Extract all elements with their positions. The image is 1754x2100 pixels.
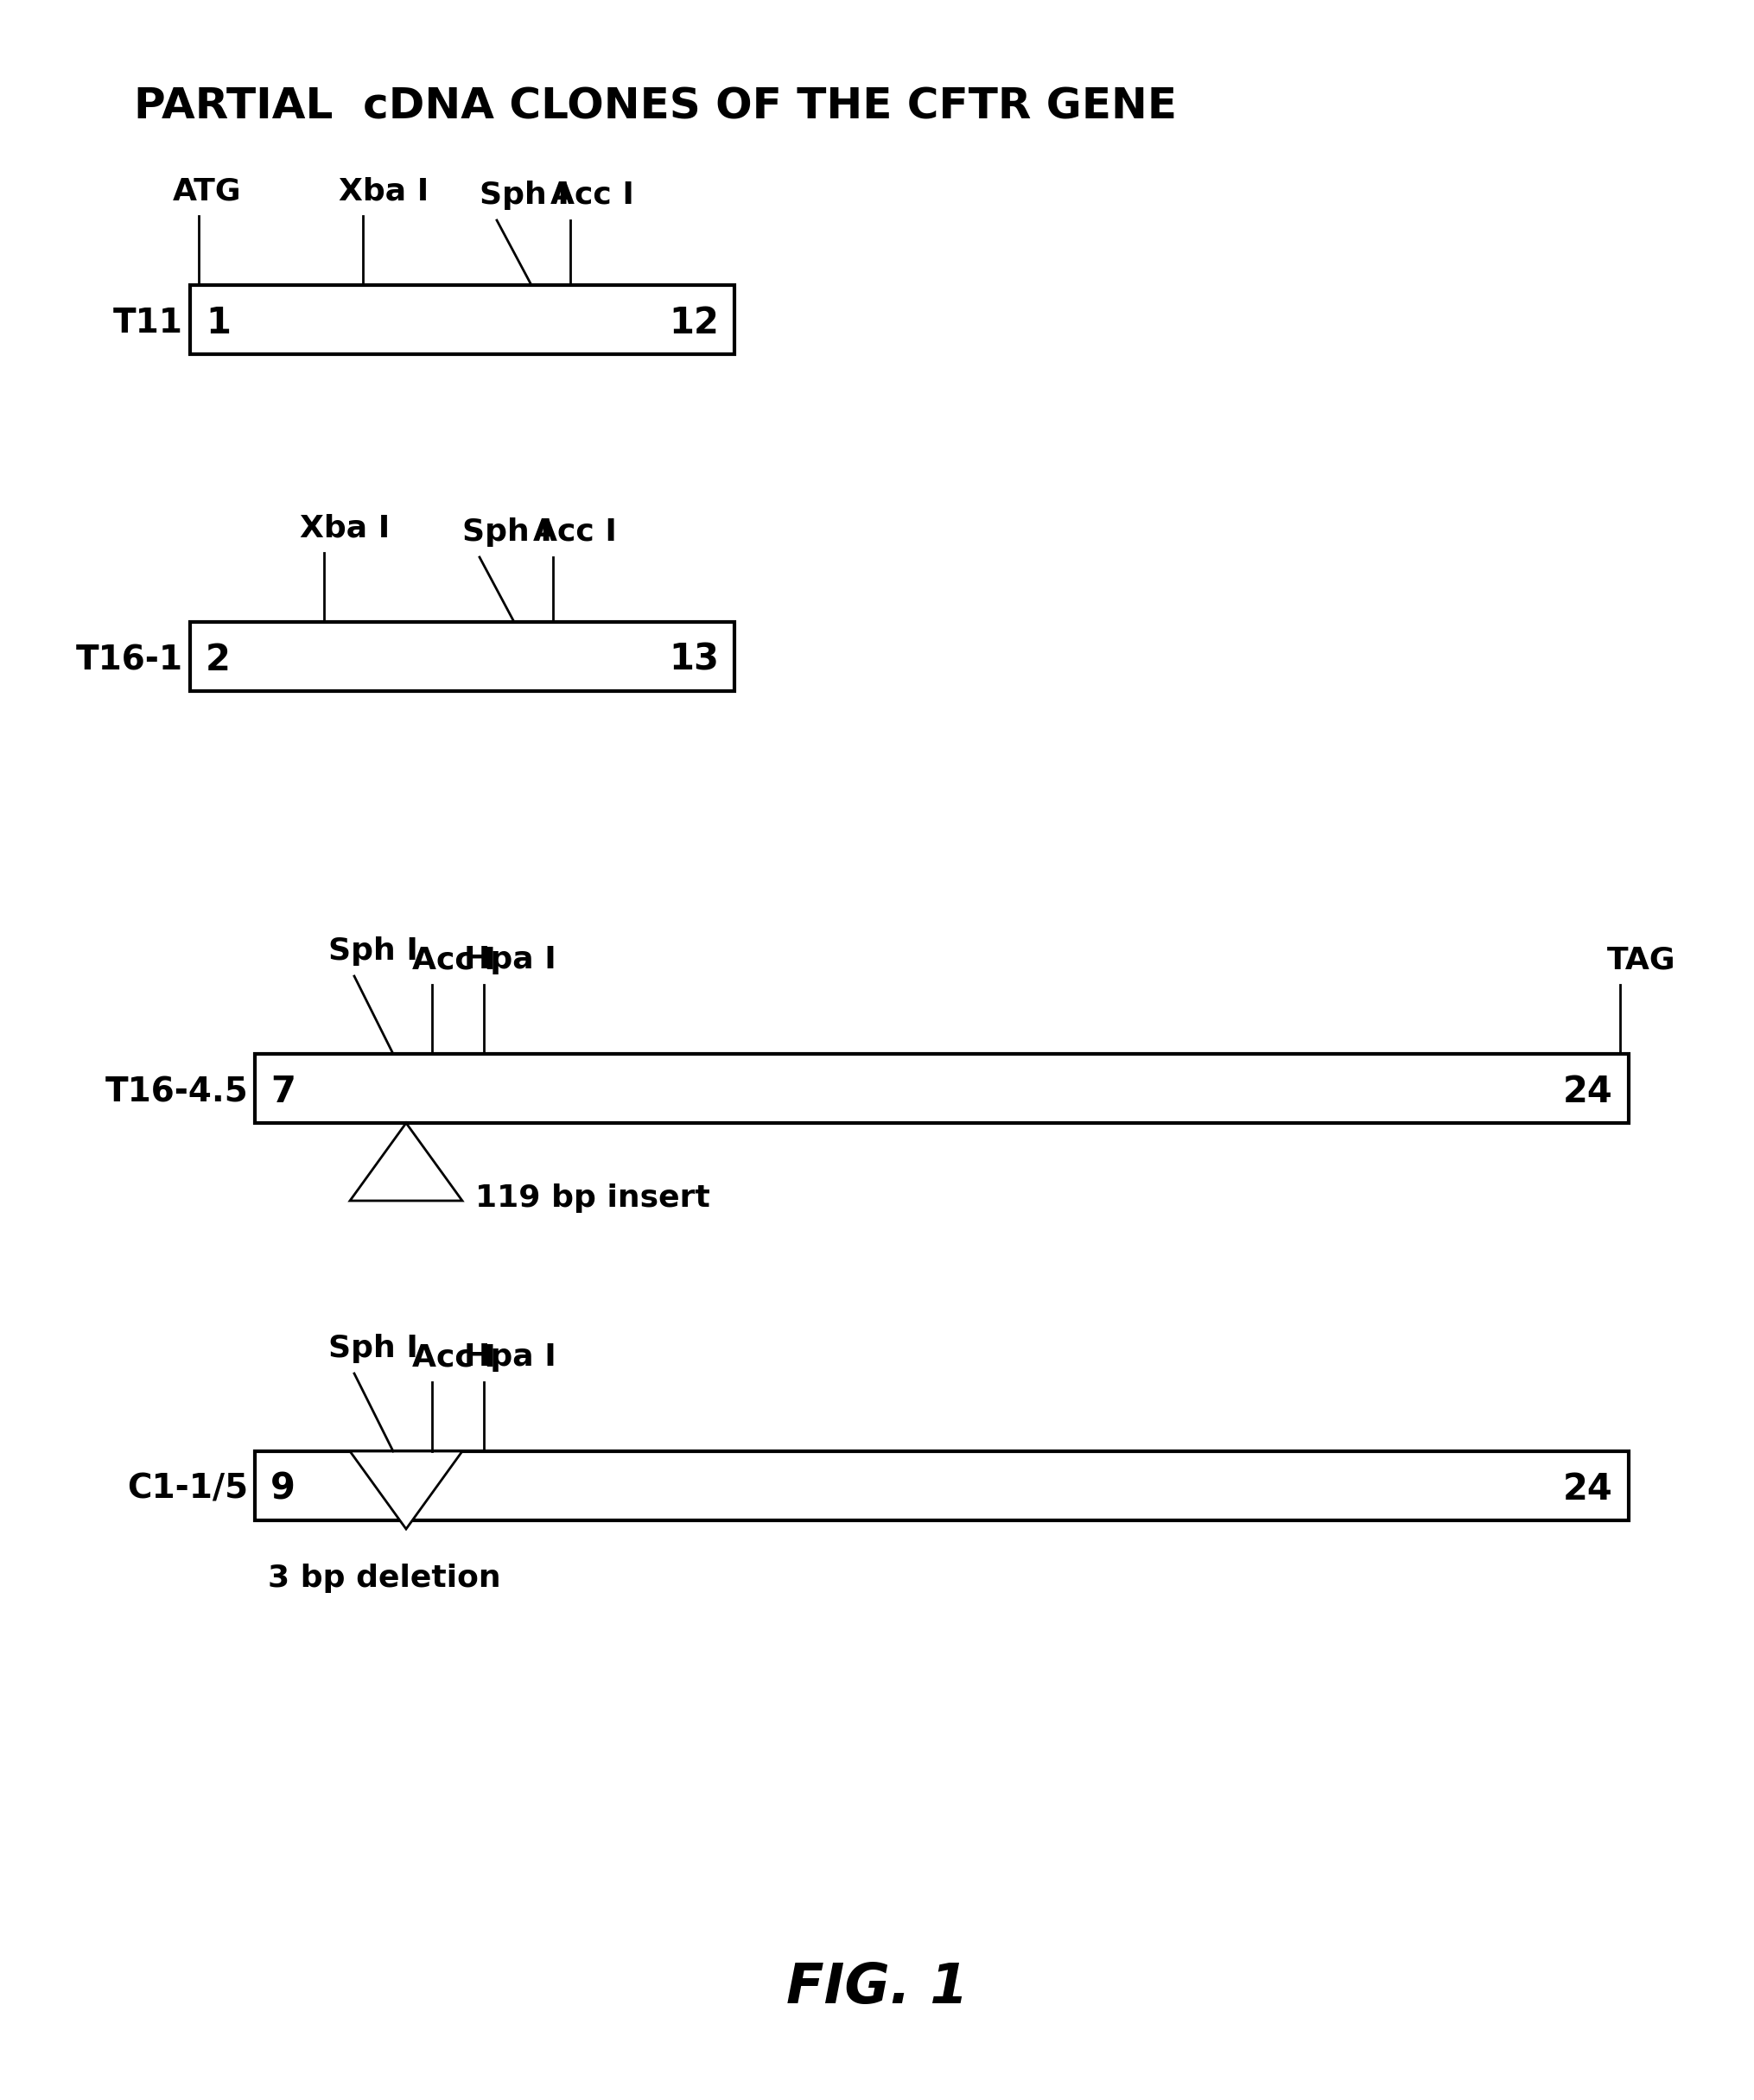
Text: C1-1/5: C1-1/5 <box>126 1472 247 1506</box>
Text: 1: 1 <box>205 304 230 340</box>
Text: FIG. 1: FIG. 1 <box>786 1961 968 2014</box>
Bar <box>254 1451 1628 1520</box>
Text: 24: 24 <box>1563 1472 1612 1508</box>
Text: ATG: ATG <box>172 176 242 206</box>
Text: PARTIAL  cDNA CLONES OF THE CFTR GENE: PARTIAL cDNA CLONES OF THE CFTR GENE <box>133 86 1177 128</box>
Text: Sph I: Sph I <box>328 937 417 966</box>
Text: Xba I: Xba I <box>339 176 428 206</box>
Text: 13: 13 <box>668 643 719 678</box>
Text: Hpa I: Hpa I <box>463 945 556 974</box>
Polygon shape <box>349 1124 461 1201</box>
Text: Sph I: Sph I <box>461 517 553 546</box>
Text: Sph I: Sph I <box>479 181 568 210</box>
Text: 24: 24 <box>1563 1073 1612 1111</box>
Text: TAG: TAG <box>1607 945 1675 974</box>
Bar <box>189 286 735 355</box>
Polygon shape <box>349 1451 461 1529</box>
Text: 7: 7 <box>270 1073 295 1111</box>
Text: Acc I: Acc I <box>412 945 496 974</box>
Text: T16-1: T16-1 <box>75 643 182 676</box>
Bar <box>189 622 735 691</box>
Text: 2: 2 <box>205 643 230 678</box>
Text: T16-4.5: T16-4.5 <box>105 1075 247 1109</box>
Text: Acc I: Acc I <box>533 517 616 546</box>
Text: 9: 9 <box>270 1472 295 1508</box>
Text: Xba I: Xba I <box>300 512 389 542</box>
Text: Acc I: Acc I <box>551 181 633 210</box>
Text: 12: 12 <box>668 304 719 340</box>
Text: 119 bp insert: 119 bp insert <box>475 1184 710 1214</box>
Text: Sph I: Sph I <box>328 1334 417 1363</box>
Text: 3 bp deletion: 3 bp deletion <box>268 1564 500 1594</box>
Text: Acc I: Acc I <box>412 1342 496 1371</box>
Text: T11: T11 <box>114 307 182 340</box>
Bar <box>254 1054 1628 1124</box>
Text: Hpa I: Hpa I <box>463 1342 556 1371</box>
